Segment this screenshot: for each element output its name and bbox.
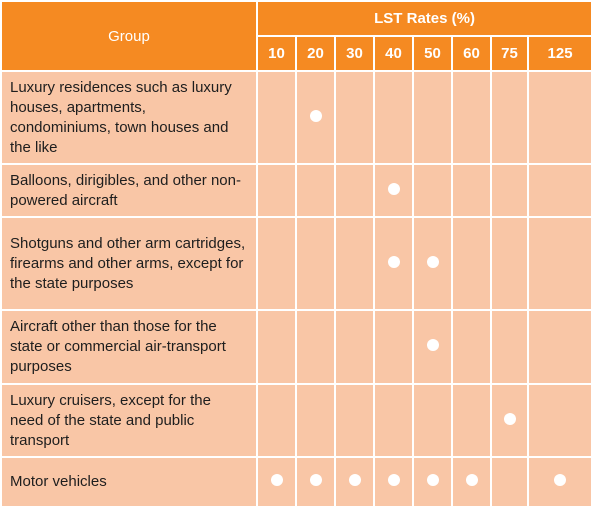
rate-cell (526, 309, 591, 385)
rate-cell (526, 383, 591, 458)
rate-cell (412, 456, 453, 508)
rate-cell (334, 216, 375, 311)
rate-header: 125 (526, 35, 591, 72)
rate-cell (295, 163, 336, 218)
rate-cell (373, 309, 414, 385)
rate-cell (373, 70, 414, 165)
rate-cell (256, 163, 297, 218)
rate-cell (490, 309, 529, 385)
rate-cell (412, 163, 453, 218)
dot (387, 255, 400, 268)
rate-cell (490, 216, 529, 311)
group-label: Aircraft other than those for the state … (0, 309, 258, 385)
rate-cell (373, 216, 414, 311)
rate-cell (334, 163, 375, 218)
rate-cell (451, 216, 492, 311)
rate-cell (412, 216, 453, 311)
rate-cell (334, 309, 375, 385)
rate-cell (373, 383, 414, 458)
rate-cell (451, 383, 492, 458)
dot (309, 109, 322, 122)
rate-cell (490, 163, 529, 218)
rate-header: 75 (490, 35, 529, 72)
rate-cell (526, 456, 591, 508)
dot (387, 182, 400, 195)
dot (465, 474, 478, 486)
rate-cell (451, 163, 492, 218)
dot (426, 339, 439, 351)
rate-cell (334, 383, 375, 458)
rate-cell (295, 70, 336, 165)
group-label: Luxury residences such as luxury houses,… (0, 70, 258, 165)
rate-header: 50 (412, 35, 453, 72)
group-label: Shotguns and other arm cartridges, firea… (0, 216, 258, 311)
rate-cell (412, 70, 453, 165)
rate-cell (526, 216, 591, 311)
row: Balloons, dirigibles, and other non-powe… (0, 163, 591, 218)
dot (387, 474, 400, 486)
dot (554, 474, 567, 486)
rate-cell (256, 383, 297, 458)
row: Luxury cruisers, except for the need of … (0, 383, 591, 458)
rate-cell (526, 163, 591, 218)
dot (503, 412, 516, 425)
rate-cell (451, 70, 492, 165)
rate-cell (334, 70, 375, 165)
rate-cell (256, 456, 297, 508)
group-label: Luxury cruisers, except for the need of … (0, 383, 258, 458)
rate-cell (490, 383, 529, 458)
rate-cell (526, 70, 591, 165)
group-label: Balloons, dirigibles, and other non-powe… (0, 163, 258, 218)
rate-header: 20 (295, 35, 336, 72)
rate-cell (295, 309, 336, 385)
rate-cell (412, 383, 453, 458)
rate-cell (295, 216, 336, 311)
rate-cell (334, 456, 375, 508)
row: Motor vehicles (0, 456, 591, 508)
rates-header: LST Rates (%) (255, 0, 591, 37)
rate-cell (451, 456, 492, 508)
rate-cell (412, 309, 453, 385)
dot (270, 474, 283, 486)
rate-cell (256, 309, 297, 385)
rate-header: 60 (451, 35, 492, 72)
rate-cell (490, 456, 529, 508)
rate-cell (490, 70, 529, 165)
rate-header: 40 (373, 35, 414, 72)
dot (426, 255, 439, 268)
row: Shotguns and other arm cartridges, firea… (0, 216, 591, 311)
rate-cell (295, 383, 336, 458)
rate-cell (256, 70, 297, 165)
row: Luxury residences such as luxury houses,… (0, 70, 591, 165)
dot (309, 474, 322, 486)
rate-cell (373, 163, 414, 218)
rate-cell (256, 216, 297, 311)
dot (348, 474, 361, 486)
rate-header: 30 (334, 35, 375, 72)
dot (426, 474, 439, 486)
row: Aircraft other than those for the state … (0, 309, 591, 385)
rate-cell (373, 456, 414, 508)
rate-header: 10 (256, 35, 297, 72)
group-label: Motor vehicles (0, 456, 258, 508)
rate-cell (295, 456, 336, 508)
rate-cell (451, 309, 492, 385)
group-header: Group (0, 0, 258, 72)
